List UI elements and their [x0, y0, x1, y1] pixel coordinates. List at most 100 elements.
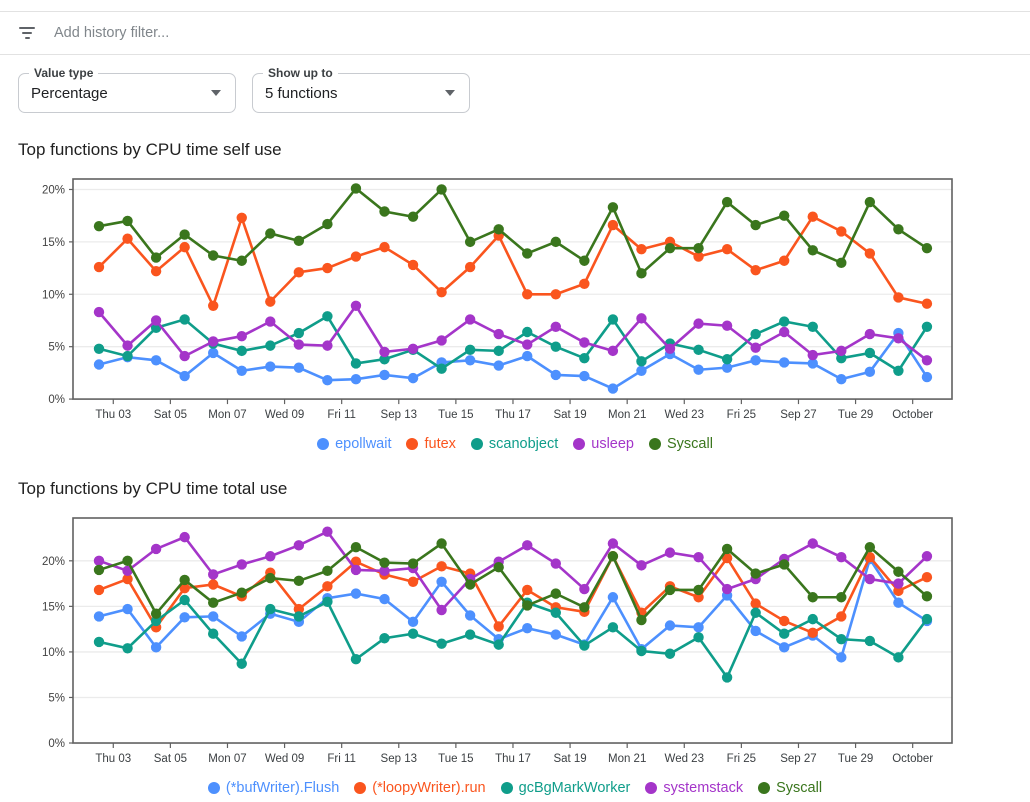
- legend-item[interactable]: Syscall: [758, 780, 822, 796]
- value-type-label: Value type: [29, 66, 99, 80]
- x-axis-tick-label: Mon 07: [208, 753, 246, 765]
- x-axis-tick-label: Sep 13: [381, 753, 417, 765]
- y-axis-tick-label: 10%: [42, 289, 65, 301]
- x-axis-tick-label: Fri 25: [727, 409, 756, 421]
- series-futex: [93, 211, 933, 312]
- x-axis-tick-label: Fri 25: [727, 753, 756, 765]
- legend-dot: [406, 438, 419, 450]
- chevron-down-icon: [211, 90, 221, 96]
- legend-item[interactable]: (*bufWriter).Flush: [207, 780, 340, 796]
- x-axis-tick-label: Tue 29: [838, 753, 873, 765]
- x-axis-tick-label: Thu 03: [95, 753, 131, 765]
- y-axis-tick-label: 15%: [42, 237, 65, 249]
- x-axis-tick-label: Sat 05: [154, 409, 187, 421]
- x-axis-tick-label: Wed 23: [665, 409, 704, 421]
- history-filter-bar: [0, 11, 1030, 55]
- legend-dot: [573, 438, 586, 450]
- series-line: [98, 303, 928, 362]
- series-scanobject: [93, 311, 933, 376]
- x-axis-tick-label: Fri 11: [327, 753, 356, 765]
- chart-title: Top functions by CPU time self use: [18, 140, 282, 159]
- x-axis-tick-label: Wed 09: [265, 409, 304, 421]
- legend-dot: [470, 438, 483, 450]
- filter-list-icon: [16, 25, 38, 41]
- legend-dot: [317, 438, 330, 450]
- y-axis-tick-label: 20%: [42, 184, 65, 196]
- x-axis-tick-label: Sep 27: [780, 753, 816, 765]
- controls-row: Value type Percentage Show up to 5 funct…: [0, 55, 1030, 113]
- legend-label: (*loopyWriter).run: [372, 780, 486, 796]
- value-type-value: Percentage: [31, 84, 108, 102]
- show-up-to-value: 5 functions: [265, 84, 338, 102]
- x-axis-tick-label: Fri 11: [327, 409, 356, 421]
- chart-title: Top functions by CPU time total use: [18, 479, 288, 498]
- legend-item[interactable]: (*loopyWriter).run: [354, 780, 486, 796]
- x-axis-tick-label: Sep 13: [381, 409, 417, 421]
- series-syscall: [93, 538, 933, 626]
- x-axis-tick-label: Mon 21: [608, 753, 646, 765]
- show-up-to-label: Show up to: [263, 66, 338, 80]
- series-systemstack: [93, 526, 933, 616]
- series-line: [98, 598, 928, 681]
- legend-dot: [354, 782, 367, 794]
- chart-section-cpu-self: Top functions by CPU time self use 0% 5% 1…: [0, 139, 1030, 452]
- chart-legend: epollwait futex scanobject usleep Syscall: [0, 436, 1030, 452]
- legend-dot: [500, 782, 513, 794]
- line-chart-svg: 0% 5% 10% 15% 20% Thu 03 Sat 05 Mon 07 Wed 09 Fri…: [42, 517, 953, 765]
- x-axis-tick-label: Tue 15: [438, 409, 473, 421]
- legend-label: (*bufWriter).Flush: [225, 780, 340, 796]
- x-axis-tick-label: Wed 09: [265, 753, 304, 765]
- legend-label: usleep: [591, 436, 634, 452]
- legend-item[interactable]: usleep: [573, 436, 634, 452]
- x-axis-tick-label: Thu 17: [495, 409, 531, 421]
- x-axis-tick-label: Sat 05: [154, 753, 187, 765]
- x-axis-tick-label: Thu 17: [495, 753, 531, 765]
- legend-dot: [207, 782, 220, 794]
- legend-label: scanobject: [488, 436, 559, 452]
- y-axis-tick-label: 20%: [42, 556, 65, 568]
- x-axis-tick-label: Sat 19: [553, 753, 586, 765]
- legend-item[interactable]: epollwait: [317, 436, 391, 452]
- legend-item[interactable]: futex: [406, 436, 456, 452]
- legend-dot: [645, 782, 658, 794]
- x-axis-tick-label: Sat 19: [553, 409, 586, 421]
- legend-item[interactable]: scanobject: [470, 436, 559, 452]
- x-axis-tick-label: Wed 23: [665, 753, 704, 765]
- chevron-down-icon: [445, 90, 455, 96]
- chart-section-cpu-total: Top functions by CPU time total use 0% 5%…: [0, 478, 1030, 796]
- value-type-select[interactable]: Value type Percentage: [18, 66, 236, 113]
- x-axis-tick-label: October: [892, 753, 933, 765]
- series-epollwait: [93, 327, 933, 394]
- series-line: [98, 553, 928, 635]
- legend-item[interactable]: gcBgMarkWorker: [500, 780, 631, 796]
- x-axis-tick-label: Mon 21: [608, 409, 646, 421]
- series-line: [98, 213, 928, 310]
- plot-border: [72, 517, 953, 744]
- y-axis-tick-label: 5%: [48, 342, 65, 354]
- show-up-to-select[interactable]: Show up to 5 functions: [252, 66, 470, 113]
- series-usleep: [93, 300, 933, 366]
- y-axis-tick-label: 0%: [48, 394, 65, 406]
- legend-dot: [648, 438, 661, 450]
- x-axis-tick-label: October: [892, 409, 933, 421]
- x-axis-tick-label: Mon 07: [208, 409, 246, 421]
- legend-label: Syscall: [666, 436, 713, 452]
- legend-label: futex: [424, 436, 456, 452]
- line-chart-svg: 0% 5% 10% 15% 20% Thu 03 Sat 05 Mon 07 Wed 09 Fri…: [42, 178, 953, 421]
- legend-item[interactable]: Syscall: [648, 436, 713, 452]
- chart-canvas: 0% 5% 10% 15% 20% Thu 03 Sat 05 Mon 07 Wed 09 Fri…: [0, 508, 1030, 778]
- legend-item[interactable]: systemstack: [645, 780, 743, 796]
- legend-label: gcBgMarkWorker: [518, 780, 631, 796]
- legend-label: Syscall: [776, 780, 823, 796]
- x-axis-tick-label: Tue 15: [438, 753, 473, 765]
- chart-canvas: 0% 5% 10% 15% 20% Thu 03 Sat 05 Mon 07 Wed 09 Fri…: [0, 169, 1030, 434]
- legend-label: epollwait: [335, 436, 392, 452]
- history-filter-input[interactable]: [52, 24, 1014, 42]
- x-axis-tick-label: Tue 29: [838, 409, 873, 421]
- series-syscall: [93, 183, 933, 279]
- y-axis-tick-label: 0%: [48, 738, 65, 750]
- chart-legend: (*bufWriter).Flush (*loopyWriter).run gcBg…: [0, 780, 1030, 796]
- legend-label: systemstack: [663, 780, 744, 796]
- x-axis-tick-label: Thu 03: [95, 409, 131, 421]
- series-gcbgmarkworker: [93, 594, 933, 683]
